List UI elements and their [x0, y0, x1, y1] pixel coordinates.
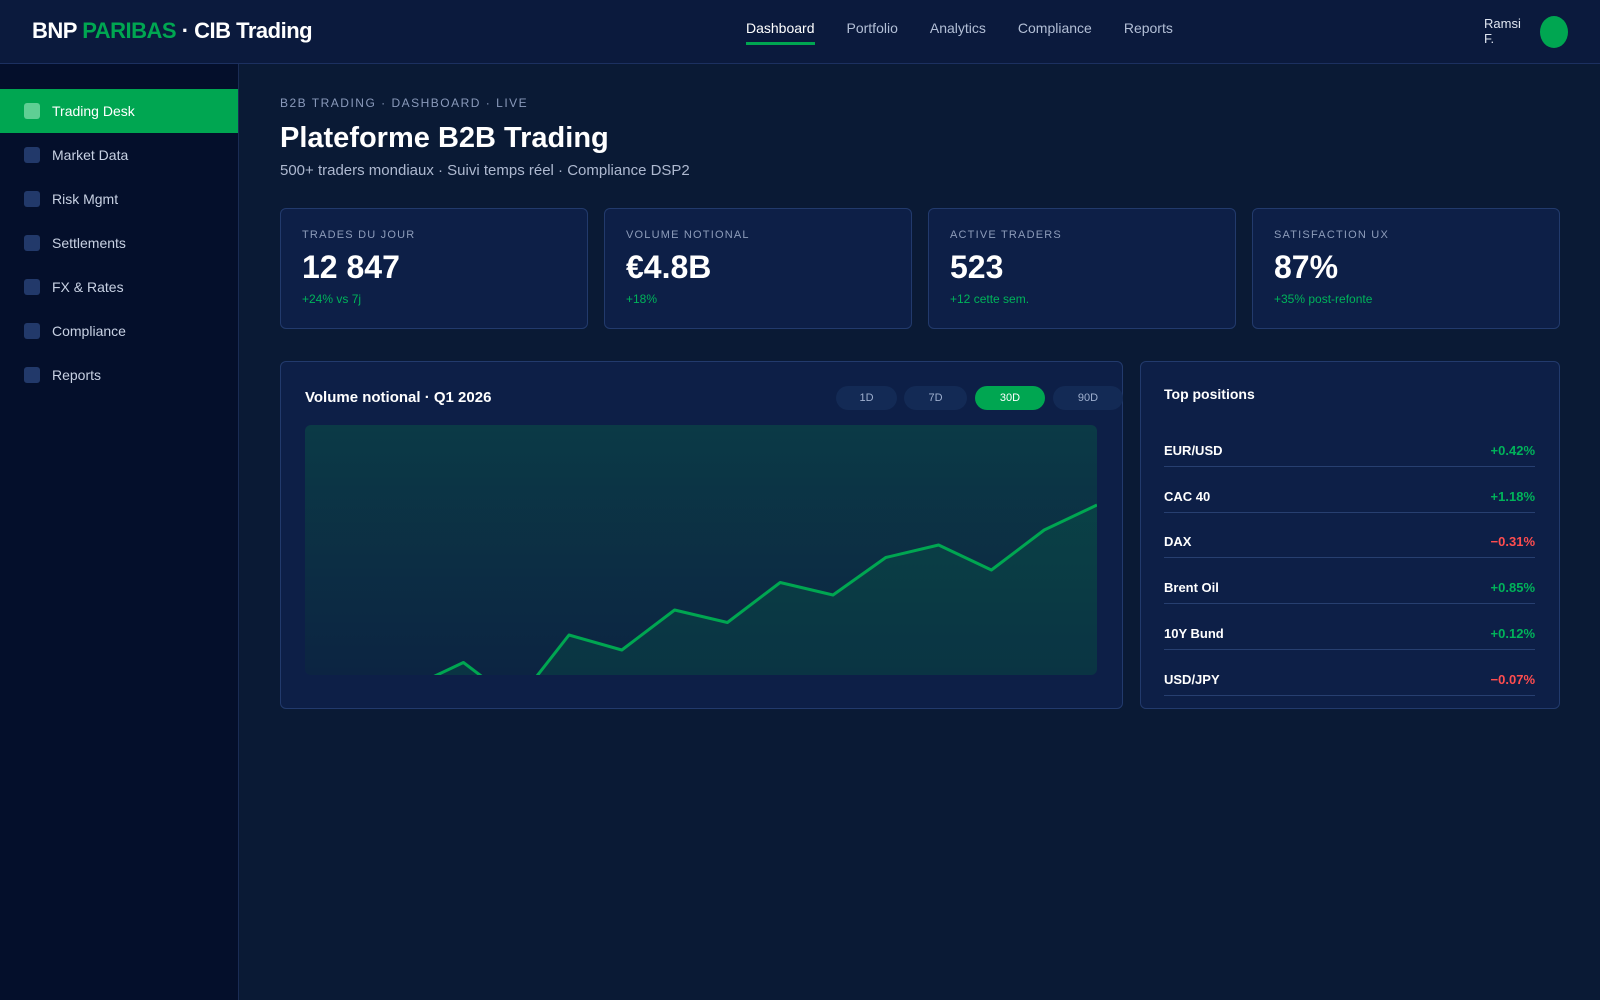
- position-change: +0.85%: [1490, 580, 1535, 596]
- position-name: EUR/USD: [1164, 443, 1223, 458]
- positions-card: [1140, 361, 1560, 709]
- sidebar-icon: [24, 235, 40, 251]
- kpi-label: SATISFACTION UX: [1274, 229, 1389, 241]
- position-name: 10Y Bund: [1164, 625, 1224, 641]
- avatar[interactable]: [1540, 16, 1568, 48]
- sidebar-label: Reports: [52, 367, 102, 383]
- eyebrow: B2B TRADING · DASHBOARD · LIVE: [280, 96, 529, 110]
- nav-link[interactable]: Analytics: [929, 20, 986, 36]
- user-name[interactable]: Ramsi F.: [1484, 16, 1521, 46]
- sidebar-label: Trading Desk: [52, 103, 135, 119]
- sidebar-item[interactable]: Compliance: [0, 309, 238, 353]
- kpi-card: SATISFACTION UX 87% +35% post-refonte: [1252, 208, 1560, 329]
- brand-paribas: PARIBAS: [82, 18, 177, 43]
- sidebar-label: FX & Rates: [52, 279, 124, 295]
- plot: [305, 503, 1097, 675]
- position-name: USD/JPY: [1164, 671, 1220, 687]
- position-name: Brent Oil: [1164, 580, 1219, 596]
- nav-link[interactable]: Reports: [1123, 20, 1173, 36]
- sidebar-label: Settlements: [52, 235, 126, 251]
- kpi-card: VOLUME NOTIONAL €4.8B +18%: [604, 208, 912, 329]
- kpi-value: 87%: [1274, 249, 1339, 285]
- position-name: DAX: [1164, 534, 1192, 550]
- sidebar-item[interactable]: Market Data: [0, 133, 238, 177]
- position-change: −0.07%: [1490, 671, 1535, 687]
- kpi-value: 523: [950, 249, 1004, 285]
- range-button[interactable]: 7D: [904, 386, 967, 410]
- position-row[interactable]: 10Y Bund +0.12%: [1164, 604, 1535, 650]
- nav-link[interactable]: Compliance: [1017, 20, 1092, 36]
- sidebar-label: Compliance: [52, 323, 126, 339]
- kpi-delta: +12 cette sem.: [950, 292, 1030, 306]
- page-title: Plateforme B2B Trading: [280, 122, 609, 154]
- range-button[interactable]: 90D: [1053, 386, 1123, 410]
- sidebar: Trading Desk Market Data Risk Mgmt Settleme…: [0, 64, 239, 1000]
- kpi-card: TRADES DU JOUR 12 847 +24% vs 7j: [280, 208, 588, 329]
- brand-bnp: BNP: [32, 18, 77, 43]
- chart-title: Volume notional · Q1 2026: [305, 389, 492, 406]
- sidebar-icon: [24, 191, 40, 207]
- kpi-delta: +35% post-refonte: [1274, 292, 1373, 306]
- position-change: +0.42%: [1490, 443, 1535, 458]
- sidebar-icon: [24, 279, 40, 295]
- sidebar-item[interactable]: Trading Desk: [0, 89, 238, 133]
- kpi-delta: +24% vs 7j: [302, 292, 362, 306]
- positions-title: Top positions: [1164, 386, 1255, 402]
- page-subtitle: 500+ traders mondiaux · Suivi temps réel…: [280, 162, 690, 179]
- brand-cib: · CIB Trading: [181, 18, 313, 43]
- sidebar-icon: [24, 323, 40, 339]
- position-change: +1.18%: [1490, 488, 1535, 504]
- sidebar-icon: [24, 103, 40, 119]
- nav-link[interactable]: Portfolio: [846, 20, 898, 36]
- range-button[interactable]: 30D: [975, 386, 1045, 410]
- sidebar-item[interactable]: Settlements: [0, 221, 238, 265]
- line: [305, 503, 1097, 675]
- position-name: CAC 40: [1164, 488, 1211, 504]
- kpi-label: TRADES DU JOUR: [302, 229, 416, 241]
- kpi-value: €4.8B: [626, 249, 712, 285]
- chart: [305, 425, 1097, 675]
- range-button[interactable]: 1D: [836, 386, 897, 410]
- kpi-card: ACTIVE TRADERS 523 +12 cette sem.: [928, 208, 1236, 329]
- position-row[interactable]: Brent Oil +0.85%: [1164, 558, 1535, 605]
- sidebar-label: Risk Mgmt: [52, 191, 119, 207]
- position-row[interactable]: CAC 40 +1.18%: [1164, 467, 1535, 513]
- chart-bg: [305, 425, 1097, 675]
- brand[interactable]: BNP PARIBAS · CIB Trading: [32, 18, 313, 44]
- sidebar-item[interactable]: Reports: [0, 353, 238, 397]
- nav-link[interactable]: Dashboard: [746, 20, 815, 45]
- sidebar-label: Market Data: [52, 147, 129, 163]
- position-row[interactable]: DAX −0.31%: [1164, 512, 1535, 559]
- kpi-value: 12 847: [302, 249, 400, 285]
- position-change: +0.12%: [1490, 625, 1535, 641]
- kpi-label: VOLUME NOTIONAL: [626, 229, 750, 241]
- kpi-delta: +18%: [626, 292, 658, 306]
- header: BNP PARIBAS · CIB Trading Dashboard Portf…: [0, 0, 1600, 64]
- sidebar-icon: [24, 367, 40, 383]
- position-row[interactable]: EUR/USD +0.42%: [1164, 421, 1535, 467]
- sidebar-item[interactable]: Risk Mgmt: [0, 177, 238, 221]
- sidebar-item[interactable]: FX & Rates: [0, 265, 238, 309]
- sidebar-icon: [24, 147, 40, 163]
- position-change: −0.31%: [1490, 534, 1535, 550]
- kpi-label: ACTIVE TRADERS: [950, 229, 1062, 241]
- nav: Dashboard Portfolio Analytics Compliance Rep…: [746, 20, 1173, 45]
- position-row[interactable]: USD/JPY −0.07%: [1164, 650, 1535, 696]
